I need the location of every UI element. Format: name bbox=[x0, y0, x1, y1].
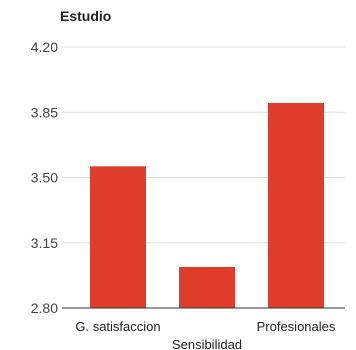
y-tick-label: 2.80 bbox=[31, 300, 58, 316]
bar bbox=[90, 166, 146, 308]
y-tick-label: 3.85 bbox=[31, 104, 58, 120]
y-axis-ticks: 4.20 3.85 3.50 3.15 2.80 bbox=[31, 39, 58, 316]
x-tick-label: Sensibilidad bbox=[172, 337, 242, 350]
y-tick-label: 3.15 bbox=[31, 235, 58, 251]
bars bbox=[90, 102, 324, 308]
x-tick-label: Profesionales bbox=[257, 319, 336, 334]
x-tick-label: G. satisfaccion bbox=[75, 319, 160, 334]
y-tick-label: 4.20 bbox=[31, 39, 58, 55]
bar bbox=[179, 266, 235, 308]
y-tick-label: 3.50 bbox=[31, 170, 58, 186]
chart-title: Estudio bbox=[60, 8, 111, 24]
x-axis-ticks: G. satisfaccion Sensibilidad Profesionales bbox=[75, 319, 336, 350]
bar bbox=[268, 102, 324, 308]
